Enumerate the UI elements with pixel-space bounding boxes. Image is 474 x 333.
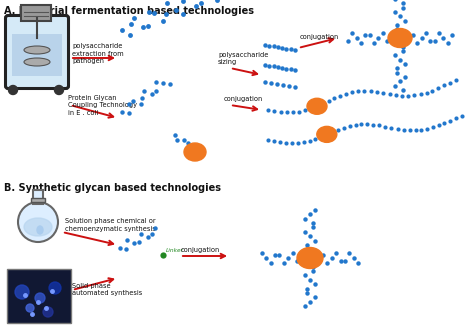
- FancyBboxPatch shape: [21, 5, 51, 21]
- Ellipse shape: [388, 29, 412, 48]
- Ellipse shape: [184, 143, 206, 161]
- Ellipse shape: [297, 247, 323, 268]
- Ellipse shape: [37, 226, 43, 234]
- Ellipse shape: [317, 127, 337, 143]
- Text: polysaccharide
extraction from
pathogen: polysaccharide extraction from pathogen: [72, 43, 124, 64]
- Text: A. Bacterial fermentation based technologies: A. Bacterial fermentation based technolo…: [4, 6, 254, 16]
- Circle shape: [35, 293, 45, 303]
- Circle shape: [49, 282, 61, 294]
- FancyBboxPatch shape: [6, 16, 69, 89]
- Ellipse shape: [24, 46, 50, 54]
- Text: B. Synthetic glycan based technologies: B. Synthetic glycan based technologies: [4, 183, 221, 193]
- Circle shape: [55, 86, 64, 95]
- Circle shape: [26, 304, 34, 312]
- FancyBboxPatch shape: [7, 269, 71, 323]
- Circle shape: [18, 202, 58, 242]
- Ellipse shape: [24, 218, 52, 236]
- Text: polysaccharide
sizing: polysaccharide sizing: [218, 52, 268, 65]
- Bar: [12, 34, 62, 76]
- Text: Solid phase
automated synthesis: Solid phase automated synthesis: [72, 283, 142, 296]
- Circle shape: [15, 285, 29, 299]
- Bar: [31, 198, 45, 202]
- Text: Protein Glycan
Coupling Technology
in E . coli: Protein Glycan Coupling Technology in E …: [68, 95, 137, 116]
- Circle shape: [43, 307, 53, 317]
- Text: conjugation: conjugation: [181, 247, 220, 253]
- Text: Linker: Linker: [166, 248, 184, 253]
- Text: conjugation: conjugation: [224, 96, 263, 102]
- Bar: [33, 190, 43, 204]
- Text: Solution phase chemical or
chemoenzymatic synthesis: Solution phase chemical or chemoenzymati…: [65, 218, 156, 231]
- Text: conjugation: conjugation: [300, 34, 339, 40]
- Ellipse shape: [24, 58, 50, 66]
- Ellipse shape: [307, 98, 327, 114]
- Circle shape: [9, 86, 18, 95]
